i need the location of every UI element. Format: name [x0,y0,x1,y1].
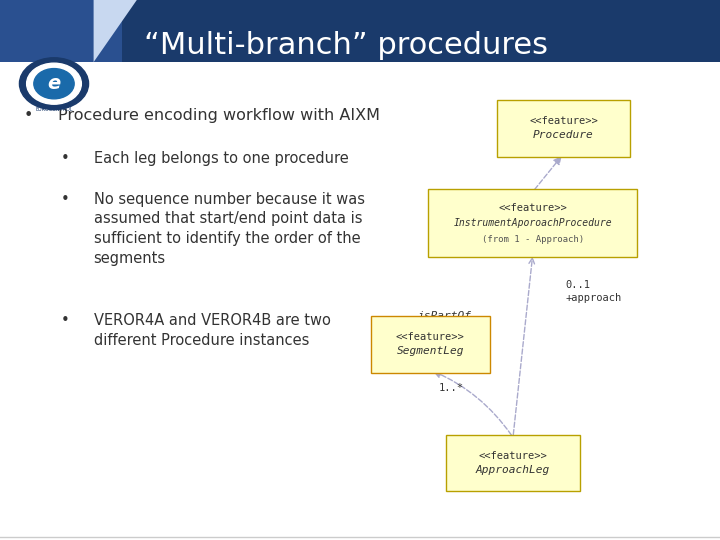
Text: <<feature>>: <<feature>> [498,203,567,213]
Text: •: • [60,192,69,207]
Text: •: • [24,108,34,123]
Text: InstrumentAporoachProcedure: InstrumentAporoachProcedure [454,218,612,228]
Circle shape [34,69,74,99]
Text: isPartOf: isPartOf [418,311,472,321]
Text: Procedure: Procedure [533,131,594,140]
Text: EUROCONTROL: EUROCONTROL [35,107,73,112]
Text: ApproachLeg: ApproachLeg [476,465,550,475]
FancyBboxPatch shape [0,0,720,62]
Text: +approach: +approach [565,293,621,303]
Circle shape [27,63,81,104]
Polygon shape [94,0,137,62]
Text: •: • [60,151,69,166]
Text: 0..1: 0..1 [565,280,590,289]
Text: e: e [48,74,60,93]
Polygon shape [0,0,122,62]
Text: <<feature>>: <<feature>> [396,332,464,342]
Text: SegmentLeg: SegmentLeg [397,347,464,356]
Text: VEROR4A and VEROR4B are two
different Procedure instances: VEROR4A and VEROR4B are two different Pr… [94,313,330,348]
FancyBboxPatch shape [428,189,637,256]
Circle shape [19,58,89,110]
FancyBboxPatch shape [446,435,580,491]
Text: <<feature>>: <<feature>> [479,451,547,461]
FancyBboxPatch shape [371,316,490,373]
Text: Procedure encoding workflow with AIXM: Procedure encoding workflow with AIXM [58,108,379,123]
FancyBboxPatch shape [497,100,630,157]
Text: (from 1 - Approach): (from 1 - Approach) [482,235,584,244]
Text: “Multi-branch” procedures: “Multi-branch” procedures [144,31,548,60]
Text: No sequence number because it was
assumed that start/end point data is
sufficien: No sequence number because it was assume… [94,192,364,266]
Text: <<feature>>: <<feature>> [529,116,598,126]
Text: •: • [60,313,69,328]
Text: 1..*: 1..* [438,383,463,393]
Text: Each leg belongs to one procedure: Each leg belongs to one procedure [94,151,348,166]
